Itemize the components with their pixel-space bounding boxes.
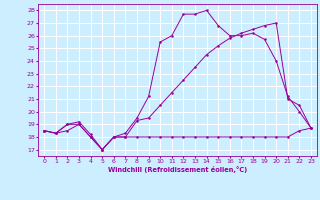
X-axis label: Windchill (Refroidissement éolien,°C): Windchill (Refroidissement éolien,°C)	[108, 166, 247, 173]
